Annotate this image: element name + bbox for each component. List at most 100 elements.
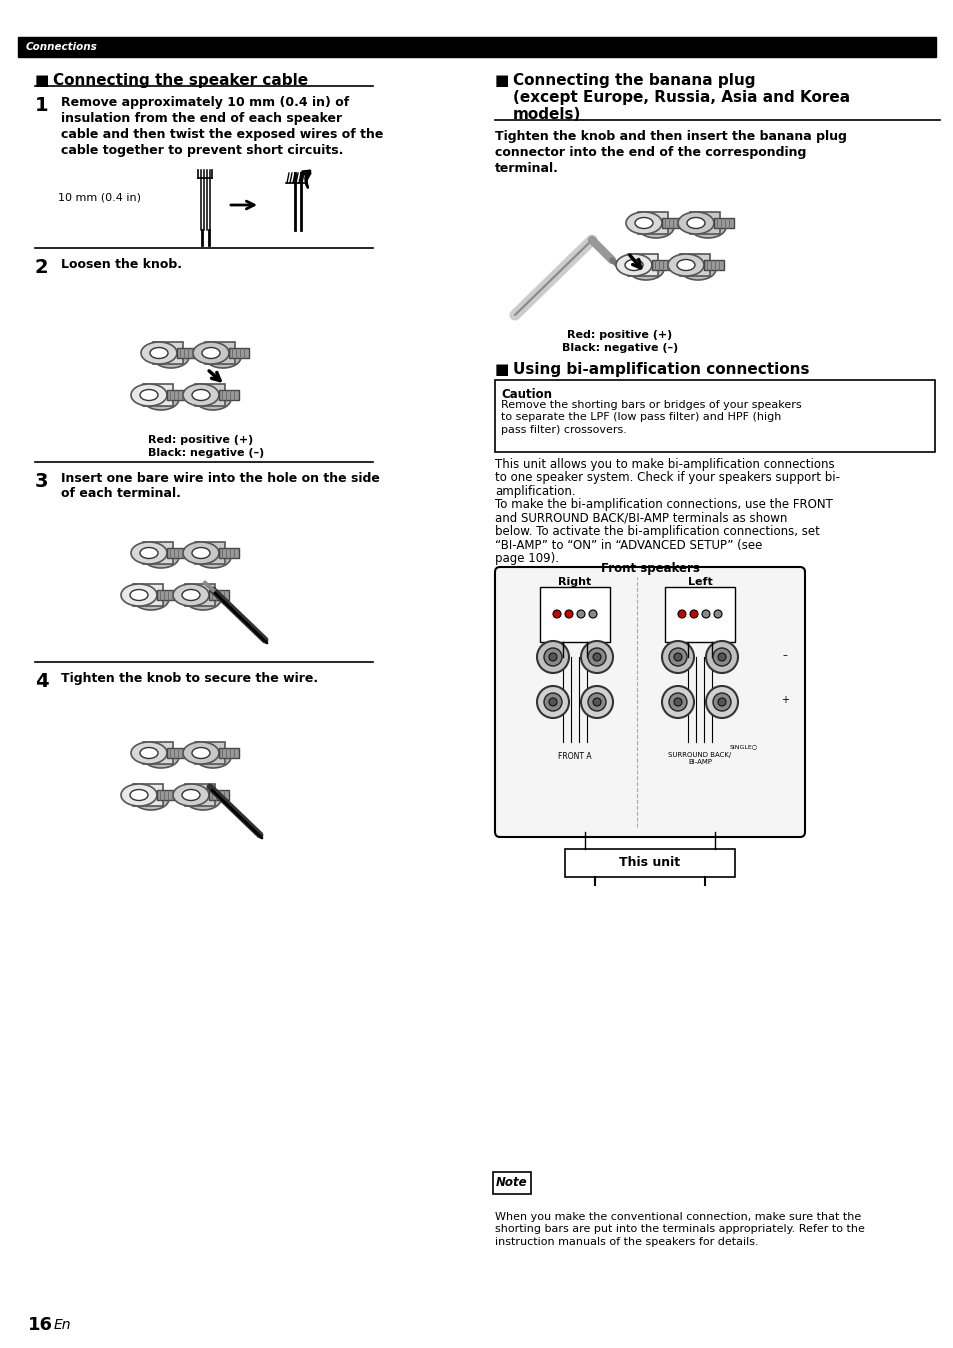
FancyBboxPatch shape (493, 1171, 531, 1194)
Ellipse shape (183, 542, 219, 563)
Bar (219, 748, 239, 758)
Text: Insert one bare wire into the hole on the side
of each terminal.: Insert one bare wire into the hole on th… (61, 472, 379, 500)
Ellipse shape (616, 253, 651, 276)
Text: 10 mm (0.4 in): 10 mm (0.4 in) (58, 191, 141, 202)
Text: Connecting the speaker cable: Connecting the speaker cable (53, 73, 308, 88)
Text: 2: 2 (35, 257, 49, 276)
Ellipse shape (131, 741, 167, 764)
Circle shape (689, 611, 698, 617)
Ellipse shape (140, 748, 158, 759)
Bar (638, 212, 667, 235)
Text: Front speakers: Front speakers (600, 562, 699, 576)
Text: amplification.: amplification. (495, 485, 575, 497)
Ellipse shape (677, 260, 695, 271)
Text: 4: 4 (35, 673, 49, 692)
Ellipse shape (705, 686, 738, 718)
Bar (209, 590, 229, 600)
Bar (564, 849, 734, 878)
Ellipse shape (668, 648, 686, 666)
Text: 16: 16 (28, 1316, 53, 1335)
Bar (177, 348, 196, 359)
Ellipse shape (121, 785, 157, 806)
Text: Connecting the banana plug: Connecting the banana plug (513, 73, 755, 88)
Bar (627, 253, 658, 276)
Ellipse shape (635, 217, 652, 229)
Ellipse shape (712, 648, 730, 666)
Ellipse shape (580, 642, 613, 673)
Text: models): models) (513, 106, 580, 123)
Text: to one speaker system. Check if your speakers support bi-: to one speaker system. Check if your spe… (495, 472, 840, 484)
Bar (651, 260, 671, 270)
Text: Using bi-amplification connections: Using bi-amplification connections (513, 363, 809, 377)
Text: When you make the conventional connection, make sure that the
shorting bars are : When you make the conventional connectio… (495, 1212, 864, 1247)
Ellipse shape (143, 546, 179, 568)
Ellipse shape (205, 346, 241, 368)
Circle shape (564, 611, 573, 617)
Bar (679, 253, 709, 276)
Bar (152, 342, 183, 364)
Text: Note: Note (496, 1177, 527, 1189)
Text: below. To activate the bi-amplification connections, set: below. To activate the bi-amplification … (495, 526, 819, 538)
Circle shape (553, 611, 560, 617)
Text: (except Europe, Russia, Asia and Korea: (except Europe, Russia, Asia and Korea (513, 90, 849, 105)
Ellipse shape (193, 342, 229, 364)
Text: Red: positive (+): Red: positive (+) (567, 330, 672, 340)
Bar (18, 36, 935, 57)
Ellipse shape (185, 588, 221, 611)
Bar (661, 218, 681, 228)
Ellipse shape (130, 589, 148, 600)
Text: ■: ■ (495, 73, 509, 88)
Ellipse shape (718, 652, 725, 661)
Ellipse shape (661, 642, 693, 673)
Bar (219, 549, 239, 558)
Ellipse shape (689, 216, 725, 239)
Ellipse shape (194, 388, 231, 410)
Ellipse shape (712, 693, 730, 710)
Text: page 109).: page 109). (495, 553, 558, 566)
Ellipse shape (548, 652, 557, 661)
Text: Connections: Connections (26, 42, 97, 53)
Bar (185, 584, 214, 607)
Ellipse shape (194, 745, 231, 768)
Bar (209, 790, 229, 799)
Ellipse shape (543, 693, 561, 710)
Text: Loosen the knob.: Loosen the knob. (61, 257, 182, 271)
Ellipse shape (131, 384, 167, 406)
Ellipse shape (627, 257, 663, 280)
Text: –: – (781, 650, 786, 661)
Ellipse shape (580, 686, 613, 718)
Ellipse shape (678, 212, 713, 235)
Text: Right: Right (558, 577, 591, 586)
Circle shape (701, 611, 709, 617)
Bar (185, 785, 214, 806)
Ellipse shape (182, 589, 200, 600)
Ellipse shape (718, 698, 725, 706)
Text: and SURROUND BACK/BI-AMP terminals as shown: and SURROUND BACK/BI-AMP terminals as sh… (495, 512, 786, 524)
Ellipse shape (132, 789, 169, 810)
Bar (664, 586, 734, 642)
Bar (194, 542, 225, 563)
Ellipse shape (140, 547, 158, 558)
Ellipse shape (661, 686, 693, 718)
Text: 1: 1 (35, 96, 49, 115)
Ellipse shape (593, 652, 600, 661)
Text: ■: ■ (35, 73, 50, 88)
Ellipse shape (131, 542, 167, 563)
Bar (132, 584, 163, 607)
Ellipse shape (150, 348, 168, 359)
Ellipse shape (192, 748, 210, 759)
Ellipse shape (705, 642, 738, 673)
Bar (703, 260, 723, 270)
Bar (194, 384, 225, 406)
Ellipse shape (130, 790, 148, 801)
Ellipse shape (121, 584, 157, 607)
Ellipse shape (624, 260, 642, 271)
Ellipse shape (625, 212, 661, 235)
Ellipse shape (587, 693, 605, 710)
Ellipse shape (543, 648, 561, 666)
Ellipse shape (667, 253, 703, 276)
Text: Black: negative (–): Black: negative (–) (148, 448, 264, 458)
Text: This unit: This unit (618, 856, 679, 869)
Ellipse shape (152, 346, 189, 368)
Bar (713, 218, 733, 228)
